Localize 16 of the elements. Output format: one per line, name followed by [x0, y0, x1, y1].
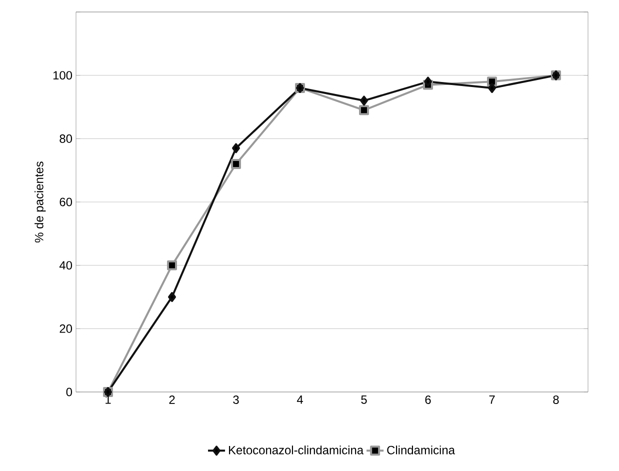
x-tick-label: 6 [425, 396, 431, 404]
y-tick-label: 0 [66, 388, 72, 396]
y-axis-title: % de pacientes [34, 162, 46, 242]
x-tick-label: 5 [361, 396, 367, 404]
legend-label: Ketoconazol-clindamicina [228, 446, 364, 454]
x-tick-label: 7 [489, 396, 495, 404]
x-tick-label: 4 [296, 396, 303, 404]
legend-label: Clindamicina [387, 446, 455, 454]
y-tick-label: 100 [53, 71, 72, 80]
x-tick-label: 2 [169, 396, 175, 404]
x-tick-label: 3 [233, 396, 239, 404]
y-tick-label: 60 [60, 198, 72, 206]
y-tick-label: 80 [60, 134, 72, 143]
x-tick-label: 8 [553, 396, 559, 404]
y-tick-label: 20 [60, 324, 72, 333]
y-tick-label: 40 [59, 261, 72, 270]
